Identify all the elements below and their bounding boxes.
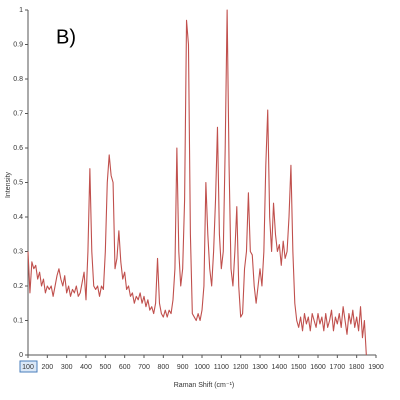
y-tick-label: 0.8 (13, 76, 23, 83)
x-tick-label: 1900 (368, 364, 384, 371)
x-axis-label: Raman Shift (cm⁻¹) (174, 382, 234, 389)
x-tick-label: 200 (41, 364, 53, 371)
x-tick-label: 900 (177, 364, 189, 371)
y-tick-label: 0.6 (13, 145, 23, 152)
x-tick-label: 1700 (330, 364, 346, 371)
x-tick-label: 1000 (194, 364, 210, 371)
y-tick-label: 0.4 (13, 214, 23, 221)
x-tick-label: 400 (80, 364, 92, 371)
x-tick-label: 700 (138, 364, 150, 371)
y-tick-label: 0.3 (13, 248, 23, 255)
y-tick-label: 0 (19, 352, 23, 359)
x-tick-label: 1300 (252, 364, 268, 371)
y-tick-label: 0.5 (13, 179, 23, 186)
y-axis-label: Intensity (5, 171, 12, 198)
x-tick-label: 1800 (349, 364, 365, 371)
x-tick-label: 800 (157, 364, 169, 371)
x-tick-label: 100 (22, 364, 34, 371)
y-tick-label: 0.9 (13, 41, 23, 48)
x-tick-label: 1100 (214, 364, 229, 371)
x-tick-label: 1500 (291, 364, 307, 371)
x-tick-label: 1600 (310, 364, 326, 371)
x-tick-label: 300 (61, 364, 73, 371)
x-tick-label: 1400 (272, 364, 288, 371)
y-tick-label: 1 (19, 7, 23, 14)
x-tick-label: 500 (99, 364, 111, 371)
x-tick-label: 600 (119, 364, 131, 371)
spectrum-line (27, 9, 367, 356)
selected-tick-box (19, 360, 38, 373)
y-tick-label: 0.7 (13, 110, 23, 117)
y-tick-label: 0.1 (13, 317, 23, 324)
y-tick-label: 0.2 (13, 283, 23, 290)
x-tick-label: 1200 (233, 364, 249, 371)
annotation: B) (56, 26, 76, 48)
